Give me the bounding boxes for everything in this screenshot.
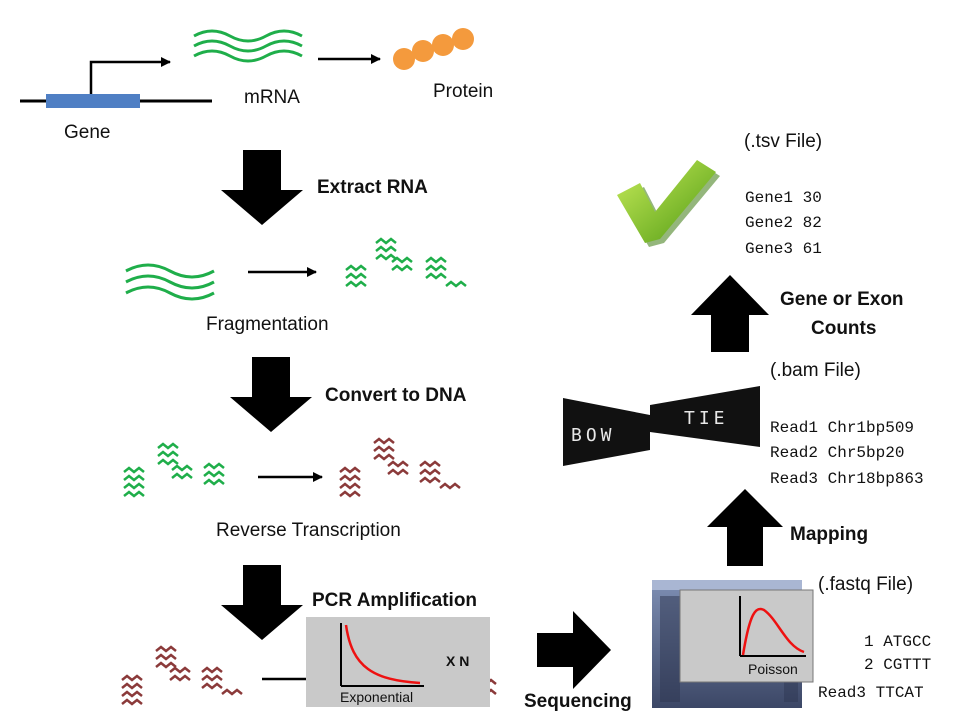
- bowtie-logo: BOW TIE: [563, 386, 760, 466]
- sequencing-label: Sequencing: [524, 691, 632, 712]
- transcription-start-arrow: [89, 57, 171, 94]
- pcr-label: PCR Amplification: [312, 590, 477, 611]
- tsv-row: Gene1 30: [745, 189, 822, 207]
- poisson-curve: [741, 607, 805, 656]
- bam-file: (.bam File) Read1 Chr1bp509 Read2 Chr5bp…: [770, 360, 924, 488]
- exponential-curve: [344, 624, 421, 685]
- bam-row: Read3 Chr18bp863: [770, 470, 924, 488]
- exponential-plot: Exponential X N: [306, 617, 490, 707]
- tsv-row: Gene2 82: [745, 214, 822, 232]
- bowtie-logo-text-left: BOW: [571, 425, 616, 446]
- mrna-icon: [193, 29, 303, 63]
- fragmentation-label: Fragmentation: [206, 314, 329, 335]
- poisson-plot: Poisson: [679, 589, 814, 683]
- bam-row: Read1 Chr1bp509: [770, 419, 914, 437]
- convert-dna-label: Convert to DNA: [325, 385, 467, 406]
- rna-fragments-before-rt-icon: [123, 442, 225, 498]
- rna-fragments-icon: [345, 237, 467, 288]
- exponential-plot-background: [306, 617, 490, 707]
- bam-title: (.bam File): [770, 360, 861, 381]
- cdna-fragments-icon: [339, 437, 461, 498]
- sequencing-arrow: [537, 611, 611, 689]
- counts-label-line2: Counts: [811, 318, 876, 339]
- mrna-label: mRNA: [244, 87, 300, 108]
- poisson-label: Poisson: [748, 661, 798, 677]
- amplified-cdna-icon: [121, 645, 497, 706]
- tsv-title: (.tsv File): [744, 131, 822, 152]
- bowtie-logo-left: [563, 398, 650, 466]
- gene-label: Gene: [64, 122, 110, 143]
- convert-dna-arrow: [230, 357, 312, 432]
- protein-icon: [393, 28, 474, 70]
- bam-row: Read2 Chr5bp20: [770, 444, 904, 462]
- fastq-file: (.fastq File) 1 ATGCC 2 CGTTT Read3 TTCA…: [818, 574, 931, 702]
- full-rna-icon: [125, 263, 215, 301]
- pcr-arrow: [221, 565, 303, 640]
- extract-rna-arrow: [221, 150, 303, 225]
- tsv-file: (.tsv File) Gene1 30 Gene2 82 Gene3 61: [744, 131, 822, 258]
- exponential-label: Exponential: [340, 689, 413, 705]
- tsv-row: Gene3 61: [745, 240, 822, 258]
- counts-label-line1: Gene or Exon: [780, 289, 904, 310]
- fastq-row: 2 CGTTT: [864, 656, 931, 674]
- fastq-row: Read3 TTCAT: [818, 684, 924, 702]
- gene-box: [46, 94, 140, 108]
- mapping-arrow: [707, 489, 783, 566]
- gene-expression-section: Gene mRNA Protein: [20, 28, 493, 143]
- fastq-row: 1 ATGCC: [864, 633, 931, 651]
- counts-arrow: [691, 275, 769, 352]
- extract-rna-label: Extract RNA: [317, 177, 428, 198]
- checkmark-icon: [617, 160, 720, 247]
- fastq-title: (.fastq File): [818, 574, 913, 595]
- bowtie-logo-text-right: TIE: [684, 408, 729, 429]
- poisson-plot-background: [679, 589, 814, 683]
- mapping-label: Mapping: [790, 524, 868, 545]
- times-n-label: X N: [446, 653, 469, 669]
- protein-label: Protein: [433, 81, 493, 102]
- bowtie-logo-right: [650, 386, 760, 447]
- reverse-transcription-label: Reverse Transcription: [216, 520, 401, 541]
